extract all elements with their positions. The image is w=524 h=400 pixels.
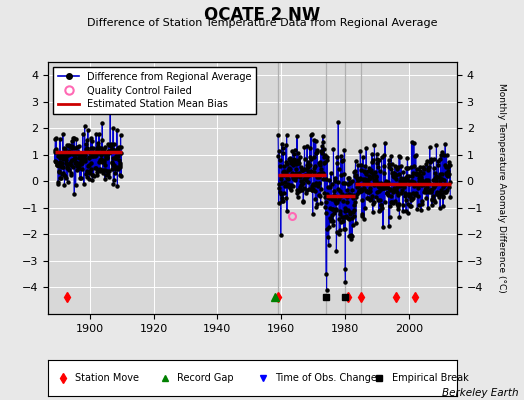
Y-axis label: Monthly Temperature Anomaly Difference (°C): Monthly Temperature Anomaly Difference (… [497,83,506,293]
Text: Record Gap: Record Gap [177,373,234,383]
Legend: Difference from Regional Average, Quality Control Failed, Estimated Station Mean: Difference from Regional Average, Qualit… [53,67,256,114]
Text: Time of Obs. Change: Time of Obs. Change [275,373,377,383]
Text: Difference of Station Temperature Data from Regional Average: Difference of Station Temperature Data f… [87,18,437,28]
Text: Empirical Break: Empirical Break [391,373,468,383]
Text: OCATE 2 NW: OCATE 2 NW [204,6,320,24]
Text: Station Move: Station Move [75,373,139,383]
Text: Berkeley Earth: Berkeley Earth [442,388,519,398]
